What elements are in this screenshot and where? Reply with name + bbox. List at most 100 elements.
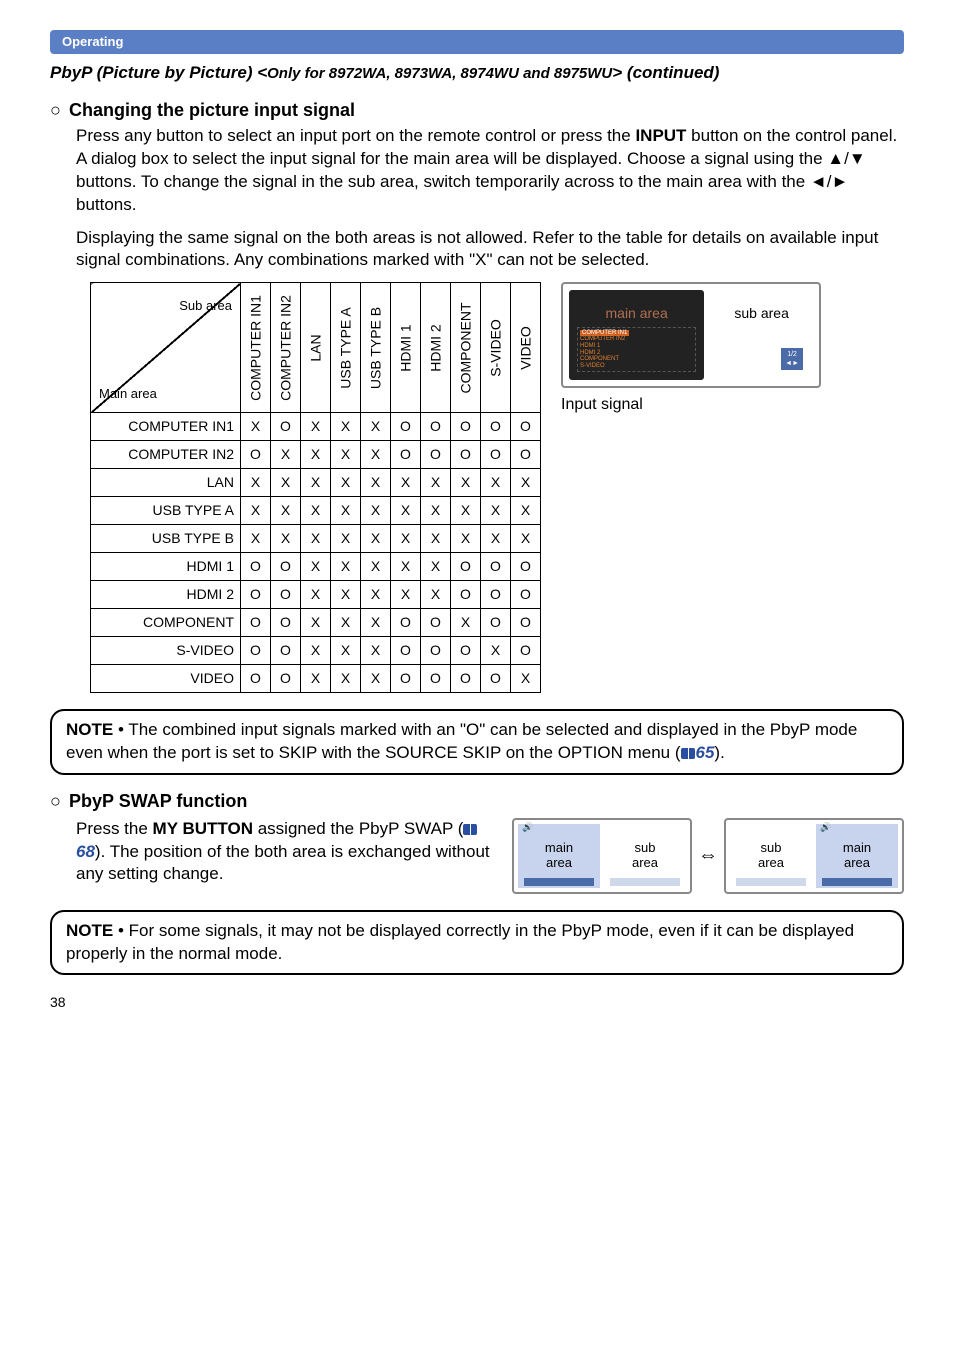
s2-t3: assigned the PbyP SWAP ( [253,819,463,838]
band [610,878,680,886]
table-cell: X [361,497,391,525]
table-cell: O [511,609,541,637]
table-cell: O [511,581,541,609]
table-cell: X [481,525,511,553]
row-header: S-VIDEO [91,637,241,665]
table-cell: X [331,553,361,581]
table-cell: X [301,609,331,637]
table-cell: O [421,413,451,441]
page-subtitle: PbyP (Picture by Picture) <Only for 8972… [50,62,904,85]
table-cell: X [391,469,421,497]
table-cell: X [361,637,391,665]
page-number: 38 [50,993,904,1012]
bullet-icon: ○ [50,789,64,813]
table-cell: O [451,665,481,693]
table-cell: X [331,441,361,469]
monitor-diagram: main area COMPUTER IN1 COMPUTER IN2 HDMI… [561,282,821,388]
table-cell: X [361,609,391,637]
table-cell: X [301,637,331,665]
menu-items: COMPUTER IN2 HDMI 1 HDMI 2 COMPONENT S-V… [580,336,625,368]
table-cell: X [271,441,301,469]
mybutton-keyword: MY BUTTON [153,819,253,838]
row-header: COMPUTER IN1 [91,413,241,441]
swap-before: 🔊 main area sub area [512,818,692,894]
table-cell: O [481,553,511,581]
section2-heading-text: PbyP SWAP function [69,791,247,811]
table-cell: O [391,413,421,441]
diag-sub: Sub area [179,297,232,315]
speaker-icon: 🔊 [522,822,533,832]
table-cell: O [271,609,301,637]
table-cell: X [511,497,541,525]
swap-sub-cell: sub area [730,824,812,888]
col-header: S-VIDEO [481,283,511,413]
table-row: HDMI 2OOXXXXXOOO [91,581,541,609]
note1-text2: ). [714,743,724,762]
table-row: HDMI 1OOXXXXXOOO [91,553,541,581]
speaker-icon: 🔊 [820,822,831,832]
table-cell: X [421,469,451,497]
book-icon [681,748,695,759]
table-cell: X [271,469,301,497]
table-cell: O [271,413,301,441]
row-header: COMPUTER IN2 [91,441,241,469]
band [736,878,806,886]
table-cell: O [511,637,541,665]
table-row: LANXXXXXXXXXX [91,469,541,497]
table-cell: X [241,525,271,553]
subtitle-continued: > (continued) [612,63,719,82]
table-row: VIDEOOOXXXOOOOX [91,665,541,693]
table-cell: O [241,581,271,609]
swap-main-cell: 🔊 main area [816,824,898,888]
table-cell: O [481,665,511,693]
row-header: USB TYPE A [91,497,241,525]
table-cell: O [391,637,421,665]
table-cell: O [481,581,511,609]
table-cell: X [331,609,361,637]
table-cell: X [331,413,361,441]
table-cell: X [481,469,511,497]
table-cell: X [451,609,481,637]
section1-heading: ○ Changing the picture input signal [50,98,904,122]
monitor-main-label: main area [575,304,698,323]
note1-text1: • The combined input signals marked with… [66,720,857,762]
table-row: COMPUTER IN1XOXXXOOOOO [91,413,541,441]
table-cell: X [421,553,451,581]
subtitle-only: Only for 8972WA, 8973WA, 8974WU and 8975… [267,65,612,82]
swap-sub-cell: sub area [604,824,686,888]
table-cell: X [301,581,331,609]
section1-heading-text: Changing the picture input signal [69,100,355,120]
table-cell: X [451,525,481,553]
table-cell: O [391,609,421,637]
bullet-icon: ○ [50,98,64,122]
table-cell: O [241,665,271,693]
table-cell: O [481,413,511,441]
note-label: NOTE [66,720,113,739]
table-cell: O [271,553,301,581]
p1-a: Press any button to select an input port… [76,126,635,145]
table-cell: X [331,637,361,665]
table-cell: O [451,413,481,441]
table-cell: O [391,441,421,469]
band [524,878,594,886]
table-cell: X [241,413,271,441]
table-cell: X [331,665,361,693]
menu-highlight: COMPUTER IN1 [580,330,629,337]
section2-heading: ○ PbyP SWAP function [50,789,904,813]
table-cell: O [271,637,301,665]
monitor-chip: 1/2 ◄► [781,348,803,371]
table-cell: X [451,497,481,525]
signal-combination-table: Sub area Main area COMPUTER IN1 COMPUTER… [90,282,541,693]
table-cell: X [511,665,541,693]
table-cell: X [331,525,361,553]
section2-paragraph: Press the MY BUTTON assigned the PbyP SW… [76,818,494,887]
table-cell: X [481,637,511,665]
table-row: S-VIDEOOOXXXOOOXO [91,637,541,665]
section-header-bar: Operating [50,30,904,54]
band [822,878,892,886]
book-icon [463,824,477,835]
table-cell: O [511,413,541,441]
table-cell: O [421,441,451,469]
col-header: LAN [301,283,331,413]
table-cell: O [271,665,301,693]
